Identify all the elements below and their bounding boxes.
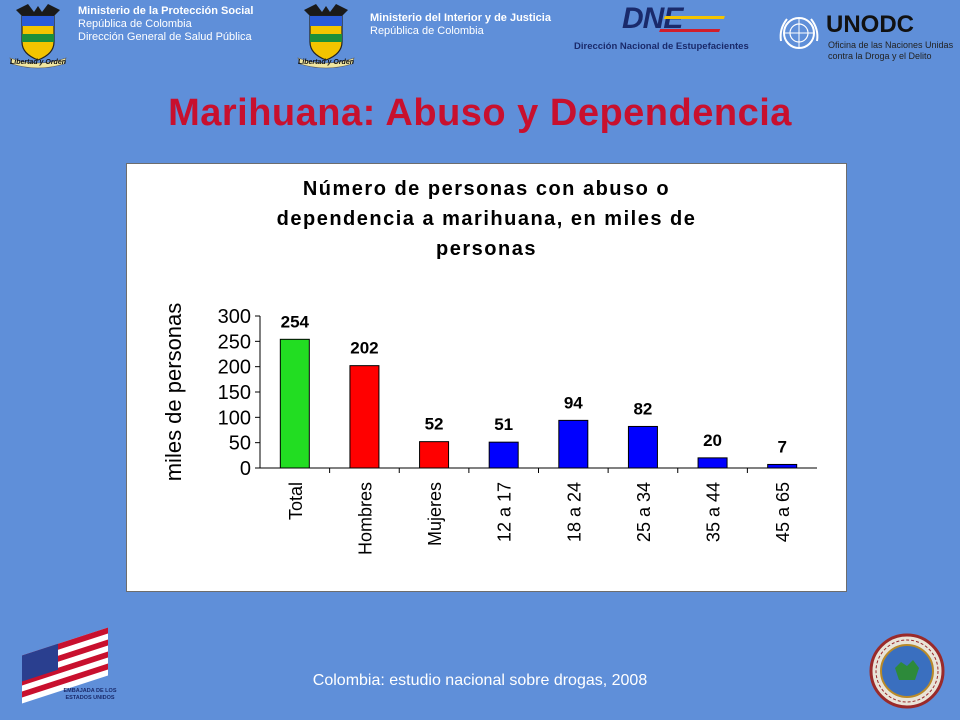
bar: [419, 441, 450, 469]
header-left-line1: Ministerio de la Protección Social: [78, 5, 254, 17]
data-label: 51: [494, 415, 513, 434]
chart-title-line-3: personas: [436, 238, 537, 260]
x-tick-label: Mujeres: [425, 482, 445, 546]
x-tick-label: 25 a 34: [634, 482, 654, 542]
data-label: 7: [777, 437, 786, 456]
x-tick-label: Hombres: [355, 482, 375, 555]
colombia-coat-of-arms-icon: [297, 4, 355, 69]
un-emblem-icon: [779, 17, 819, 49]
header-left-line2: República de Colombia: [78, 18, 192, 30]
bar: [697, 457, 728, 469]
middle-seal-motto: Libertad y Orden: [297, 59, 354, 66]
left-seal-motto: Libertad y Orden: [9, 59, 66, 66]
data-label: 94: [564, 393, 583, 412]
colombia-coat-of-arms-icon: [9, 4, 67, 69]
dne-logo-text: DNE: [622, 2, 683, 35]
data-label: 82: [633, 399, 652, 418]
x-tick-label: Total: [286, 482, 306, 520]
us-flag-icon: [22, 627, 108, 704]
y-tick-label: 0: [240, 458, 251, 480]
y-tick-label: 50: [229, 433, 251, 455]
footer-source: Colombia: estudio nacional sobre drogas,…: [312, 672, 648, 689]
dne-logo: DNE: [622, 2, 725, 36]
data-label: 202: [350, 339, 378, 358]
x-tick-label: 45 a 65: [773, 482, 793, 542]
unodc-logo-text: UNODC: [826, 11, 914, 38]
unodc-line1: Oficina de las Naciones Unidas: [828, 40, 954, 50]
chart-panel: Número de personas con abuso o dependenc…: [126, 163, 847, 592]
bar: [488, 441, 519, 469]
bar-chart: 300 250 200 150 100 50 0 miles de personas 254 To…: [161, 303, 817, 555]
chart-title-line-2: dependencia a marihuana, en miles de: [276, 208, 697, 230]
header-left-line3: Dirección General de Salud Pública: [78, 31, 252, 43]
page-title: Marihuana: Abuso y Dependencia: [168, 92, 792, 134]
y-tick-label: 150: [218, 382, 251, 404]
data-label: 20: [703, 431, 722, 450]
y-tick-label: 300: [218, 306, 251, 328]
x-tick-label: 35 a 44: [704, 482, 724, 542]
x-tick-label: 12 a 17: [495, 482, 515, 542]
chart-title-line-1: Número de personas con abuso o: [302, 178, 671, 200]
header-middle-line1: Ministerio del Interior y de Justicia: [370, 12, 551, 24]
oas-seal-icon: [869, 633, 945, 709]
y-tick-label: 100: [218, 407, 251, 429]
x-tick-label: 18 a 24: [564, 482, 584, 542]
y-tick-label: 200: [218, 357, 251, 379]
bar: [627, 425, 658, 469]
embassy-line1: EMBAJADA DE LOS: [63, 688, 117, 694]
bar: [767, 463, 798, 469]
y-tick-label: 250: [218, 331, 251, 353]
bar: [558, 419, 589, 469]
header-middle-line2: República de Colombia: [370, 25, 484, 37]
dne-caption: Dirección Nacional de Estupefacientes: [574, 41, 749, 52]
bar: [349, 365, 380, 469]
bar: [279, 338, 310, 469]
y-axis-label: miles de personas: [161, 303, 186, 482]
unodc-line2: contra la Droga y el Delito: [828, 51, 932, 61]
embassy-line2: ESTADOS UNIDOS: [65, 695, 115, 701]
data-label: 254: [281, 312, 310, 331]
data-label: 52: [425, 415, 444, 434]
